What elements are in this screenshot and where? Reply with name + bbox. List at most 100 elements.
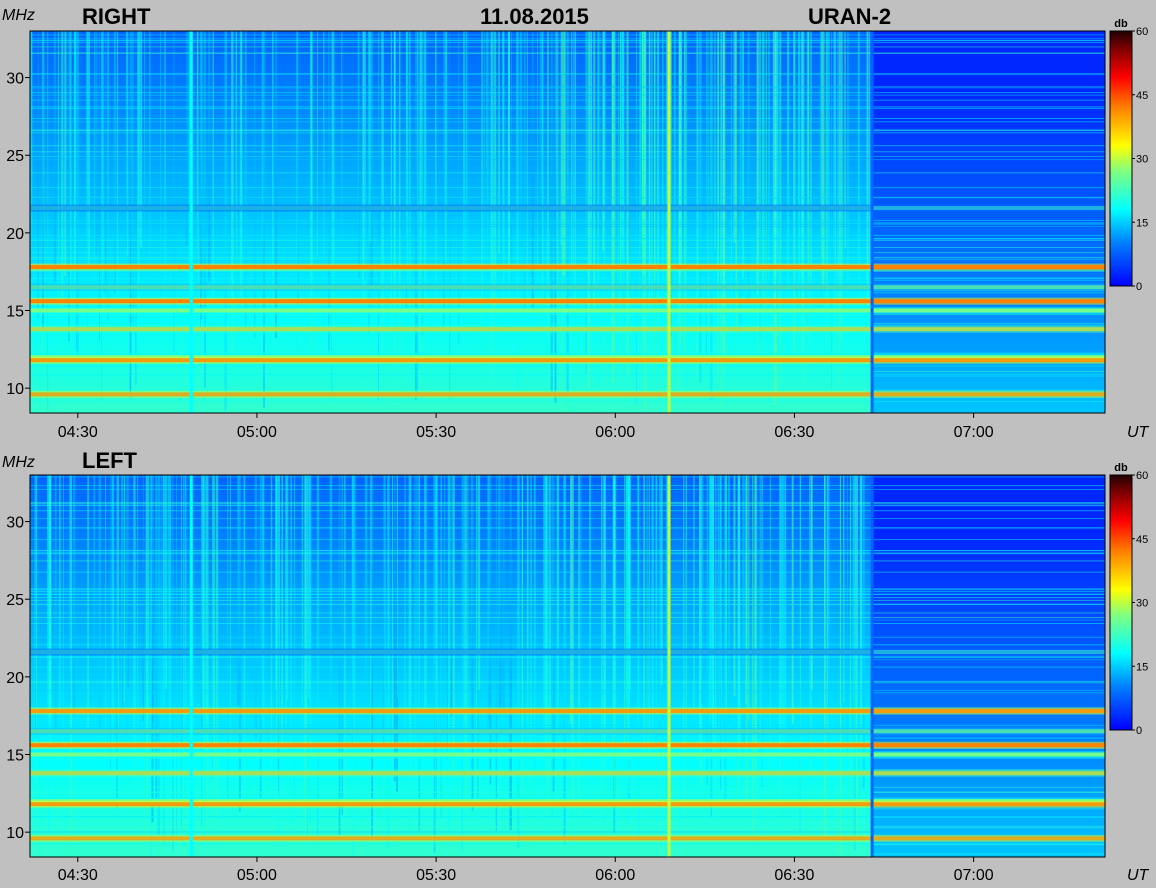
noise-row — [30, 723, 873, 731]
interference-streak — [358, 31, 360, 279]
interference-streak — [569, 475, 573, 724]
interference-streak — [550, 31, 553, 394]
event-line — [189, 475, 193, 857]
interference-streak — [714, 31, 716, 251]
interference-streak — [127, 475, 129, 687]
faint-line — [30, 256, 1105, 258]
quiet-row — [872, 292, 1105, 299]
interference-streak — [762, 31, 763, 296]
faint-line — [30, 599, 1105, 601]
interference-streak — [862, 475, 865, 790]
interference-streak — [125, 31, 127, 250]
interference-streak — [593, 31, 596, 308]
panel-right: RIGHT MHz UT 10 15 20 25 30 04:30 05:00 05:30 06:00… — [2, 4, 1150, 441]
interference-streak — [414, 475, 416, 797]
interference-streak — [552, 475, 555, 793]
faint-line — [30, 636, 1105, 638]
interference-streak — [390, 31, 392, 337]
interference-streak — [449, 31, 451, 400]
noise-row — [30, 101, 873, 108]
y-axis-unit: MHz — [2, 454, 35, 471]
interference-streak — [414, 31, 417, 400]
interference-streak — [383, 475, 385, 745]
event-line — [667, 31, 671, 413]
quiet-row — [872, 621, 1105, 629]
y-tick-label: 10 — [6, 381, 24, 398]
quiet-row — [872, 532, 1105, 540]
faint-line — [30, 619, 1105, 621]
interference-streak — [844, 31, 846, 248]
quiet-row — [872, 494, 1105, 502]
interference-streak — [477, 475, 481, 691]
interference-streak — [693, 475, 695, 716]
noise-row — [30, 793, 873, 801]
quiet-row — [872, 132, 1105, 140]
interference-streak — [825, 31, 828, 348]
interference-streak — [669, 31, 672, 336]
faint-line — [30, 617, 1105, 619]
interference-streak — [93, 475, 96, 688]
interference-streak — [489, 475, 492, 785]
colorbar-tick-label: 30 — [1136, 598, 1148, 610]
interference-streak — [307, 475, 310, 699]
interference-streak — [758, 31, 762, 338]
faint-line — [30, 488, 1105, 490]
quiet-row — [872, 330, 1105, 338]
noise-row — [30, 164, 873, 172]
interference-streak — [86, 31, 88, 332]
quiet-row — [872, 272, 1105, 280]
noise-row — [30, 69, 873, 77]
interference-streak — [589, 31, 592, 270]
interference-streak — [639, 31, 643, 265]
interference-streak — [665, 31, 668, 351]
quiet-row — [872, 608, 1105, 616]
quiet-row — [872, 736, 1105, 743]
interference-streak — [393, 475, 396, 782]
interference-streak — [481, 31, 483, 338]
faint-line — [30, 324, 1105, 326]
interference-streak — [761, 475, 763, 788]
interference-streak — [444, 31, 447, 262]
faint-line — [30, 219, 1105, 221]
faint-line — [30, 237, 1105, 239]
interference-streak — [746, 475, 748, 809]
interference-streak — [648, 31, 651, 361]
interference-streak — [674, 31, 676, 367]
interference-streak — [524, 31, 526, 309]
quiet-row — [872, 602, 1105, 610]
noise-row — [30, 786, 873, 794]
interference-streak — [797, 31, 801, 299]
faint-line — [30, 117, 1105, 119]
quiet-row — [872, 56, 1105, 64]
noise-row — [30, 75, 873, 83]
quiet-row — [872, 564, 1105, 572]
faint-line — [30, 816, 1105, 818]
interference-streak — [491, 31, 494, 399]
faint-line — [30, 279, 1105, 281]
quiet-row — [872, 666, 1105, 673]
event-line — [189, 31, 193, 413]
interference-streak — [591, 31, 593, 266]
interference-streak — [133, 475, 136, 809]
interference-streak — [834, 31, 836, 375]
quiet-row — [872, 538, 1105, 546]
interference-streak — [768, 31, 770, 400]
interference-streak — [602, 31, 605, 252]
interference-streak — [722, 31, 725, 378]
faint-line — [30, 659, 1105, 661]
faint-line — [30, 130, 1105, 132]
interference-streak — [293, 475, 295, 814]
event-line — [667, 475, 671, 857]
interference-streak — [200, 31, 201, 329]
quiet-row — [872, 317, 1105, 325]
interference-streak — [331, 31, 335, 403]
quiet-row — [872, 583, 1105, 591]
interference-streak — [151, 475, 154, 722]
quiet-row — [872, 475, 1105, 482]
interference-streak — [238, 475, 241, 812]
interference-streak — [205, 475, 207, 781]
y-tick-label: 20 — [6, 226, 24, 243]
interference-streak — [742, 31, 745, 279]
faint-line — [30, 518, 1105, 520]
interference-streak — [353, 475, 355, 747]
